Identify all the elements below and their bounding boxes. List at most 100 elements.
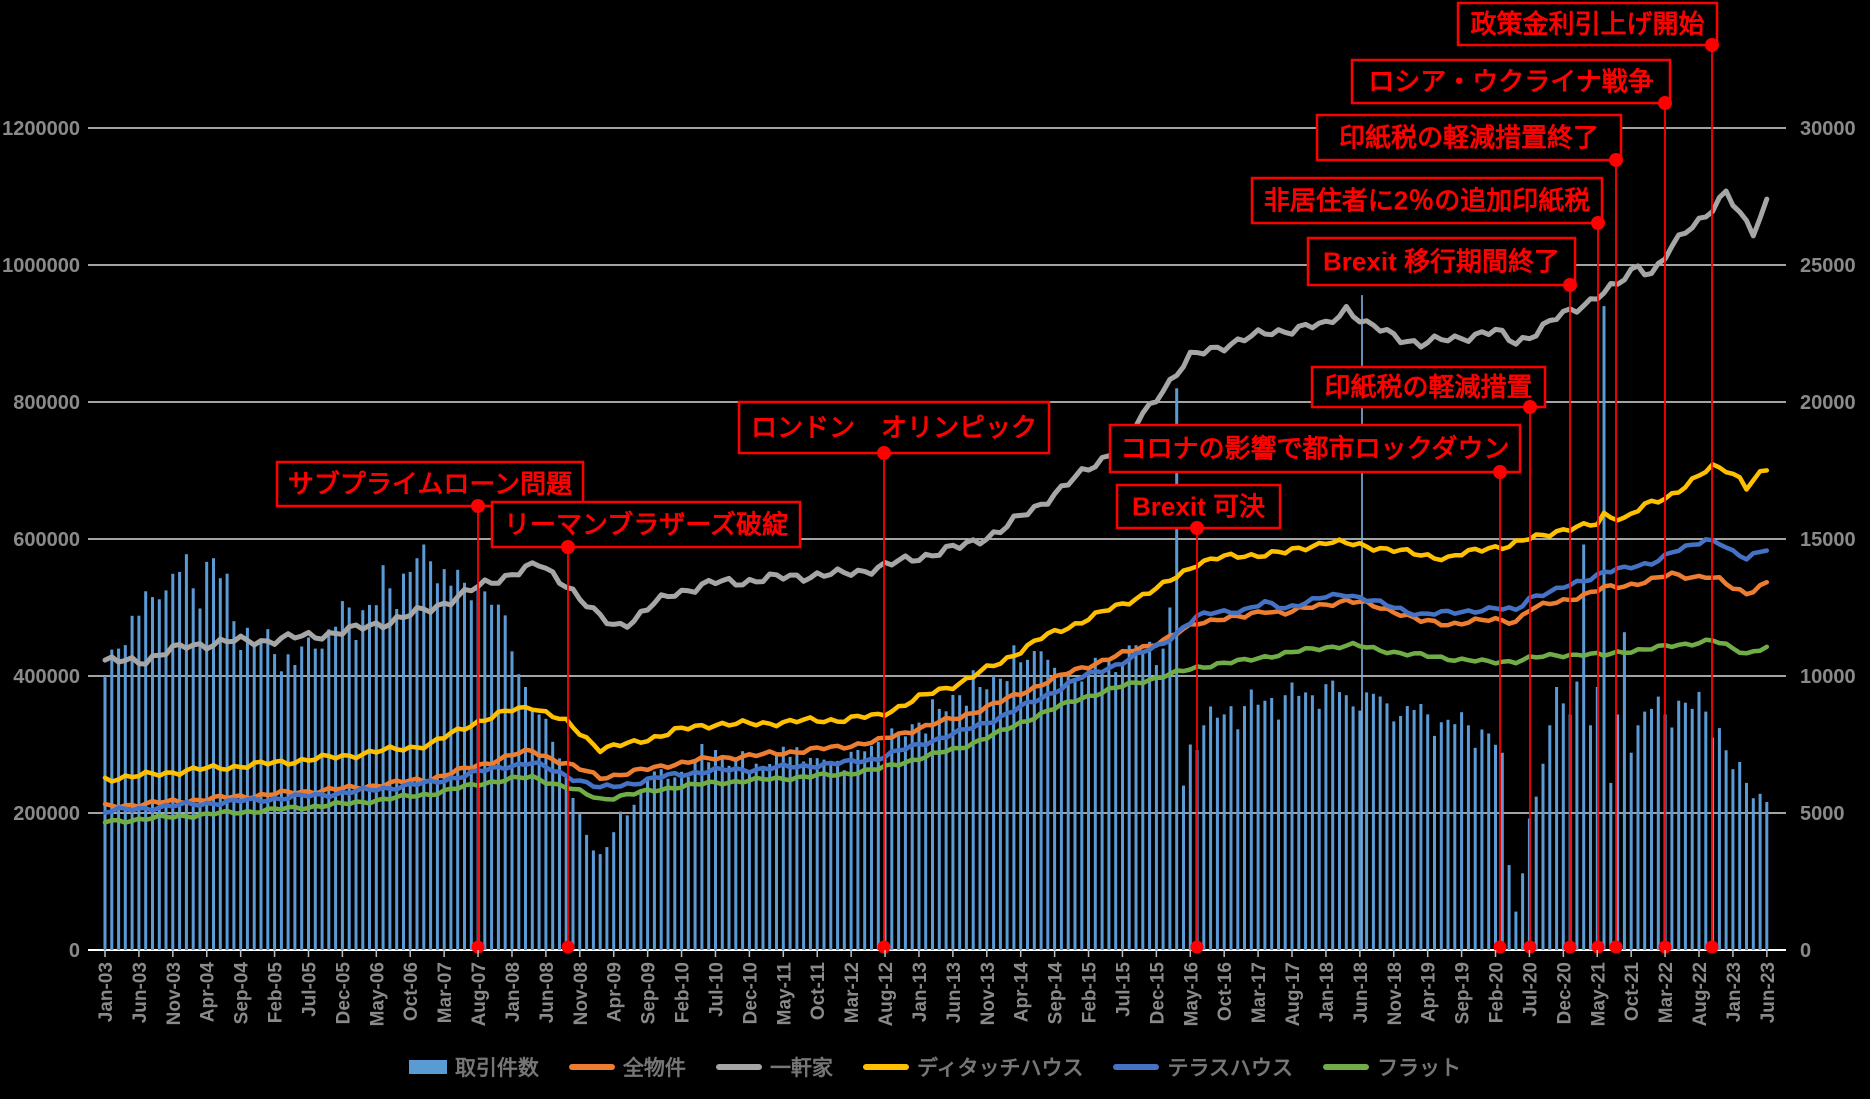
bar bbox=[890, 728, 894, 950]
bar bbox=[978, 687, 982, 950]
bar bbox=[1507, 865, 1511, 950]
x-tick-label: Nov-03 bbox=[164, 962, 185, 1025]
annotation-dot-axis bbox=[1658, 940, 1672, 954]
x-tick-label: Feb-10 bbox=[673, 962, 694, 1023]
y-left-label: 400000 bbox=[13, 666, 80, 688]
annotation-label: 印紙税の軽減措置終了 bbox=[1339, 123, 1599, 153]
bar bbox=[747, 770, 751, 950]
bar bbox=[1019, 662, 1023, 950]
bar bbox=[442, 569, 446, 950]
annotation-dot-axis bbox=[1609, 940, 1623, 954]
x-tick-label: Oct-21 bbox=[1622, 962, 1643, 1022]
bar bbox=[856, 750, 860, 950]
y-right-label: 0 bbox=[1800, 940, 1811, 962]
bar bbox=[1622, 632, 1626, 950]
bar bbox=[1439, 722, 1443, 950]
x-tick-label: Dec-15 bbox=[1147, 962, 1168, 1025]
bar bbox=[1215, 717, 1219, 950]
x-tick-label: Dec-20 bbox=[1554, 962, 1575, 1024]
bar bbox=[178, 571, 182, 950]
bar bbox=[1683, 702, 1687, 950]
annotation-box bbox=[1108, 423, 1522, 474]
bar bbox=[1046, 659, 1050, 950]
legend-item: フラット bbox=[1323, 1052, 1461, 1082]
bar bbox=[1249, 689, 1253, 950]
bar bbox=[1026, 659, 1029, 950]
annotation-dot-axis bbox=[471, 940, 485, 954]
bar bbox=[245, 627, 249, 950]
bar bbox=[768, 764, 772, 950]
bar bbox=[184, 554, 188, 950]
bar bbox=[1351, 706, 1355, 950]
x-tick-label: Aug-12 bbox=[876, 962, 897, 1026]
bar bbox=[1521, 873, 1525, 950]
bar bbox=[870, 745, 873, 950]
bar bbox=[1473, 747, 1477, 950]
bar bbox=[1656, 696, 1660, 950]
bar bbox=[1107, 660, 1111, 950]
bar bbox=[1263, 700, 1267, 950]
legend-label: テラスハウス bbox=[1167, 1057, 1294, 1080]
bar bbox=[1317, 708, 1321, 950]
bar bbox=[632, 804, 636, 950]
x-tick-label: Feb-15 bbox=[1080, 962, 1101, 1024]
bar bbox=[917, 722, 921, 950]
annotation-dot-box bbox=[471, 499, 485, 513]
bar bbox=[496, 604, 500, 950]
bar bbox=[1602, 306, 1606, 951]
bar bbox=[842, 770, 846, 950]
bar bbox=[910, 724, 914, 950]
annotation-label: リーマンブラザーズ破綻 bbox=[504, 510, 789, 540]
bar bbox=[313, 648, 317, 950]
annotation-label: ロンドン オリンピック bbox=[751, 413, 1037, 443]
x-tick-label: Jun-03 bbox=[130, 962, 151, 1023]
bar bbox=[985, 689, 989, 950]
bar bbox=[1690, 708, 1694, 950]
bar bbox=[266, 629, 270, 950]
bar bbox=[123, 645, 127, 950]
bar bbox=[1589, 725, 1592, 950]
bar bbox=[944, 711, 948, 950]
legend-label: 一軒家 bbox=[769, 1057, 833, 1080]
bar bbox=[218, 578, 222, 950]
bar bbox=[1066, 671, 1070, 950]
bar bbox=[110, 649, 114, 950]
bar bbox=[1100, 670, 1104, 950]
bar bbox=[1412, 710, 1416, 950]
x-tick-label: Aug-17 bbox=[1283, 962, 1304, 1026]
bar bbox=[673, 777, 677, 950]
bar bbox=[456, 569, 460, 950]
bar bbox=[1080, 681, 1084, 950]
bar bbox=[1304, 692, 1308, 950]
x-tick-label: Jun-13 bbox=[944, 962, 965, 1023]
bar bbox=[666, 778, 670, 950]
bar bbox=[1629, 752, 1633, 950]
bar bbox=[205, 561, 209, 950]
bar bbox=[937, 708, 941, 950]
bar bbox=[225, 573, 229, 950]
bar bbox=[347, 607, 351, 950]
bar bbox=[1609, 782, 1613, 950]
bar bbox=[998, 678, 1002, 950]
bar bbox=[524, 687, 527, 950]
bar bbox=[1243, 706, 1246, 950]
bar bbox=[1426, 714, 1430, 950]
legend-swatch-line bbox=[715, 1064, 762, 1070]
annotation-dot-box bbox=[561, 540, 575, 554]
annotation-dot-box bbox=[1609, 153, 1623, 167]
bar bbox=[1283, 695, 1287, 950]
annotation-label: コロナの影響で都市ロックダウン bbox=[1121, 434, 1510, 464]
bar bbox=[605, 847, 609, 950]
bar bbox=[619, 811, 622, 950]
bar bbox=[1738, 762, 1742, 950]
bar bbox=[340, 601, 344, 950]
annotation-box bbox=[1115, 483, 1282, 530]
bar bbox=[1466, 725, 1470, 950]
bar bbox=[564, 774, 568, 950]
annotation-dot-box bbox=[877, 446, 891, 460]
bar bbox=[1358, 710, 1362, 950]
annotation-label: サブプライムローン問題 bbox=[288, 469, 573, 499]
bar bbox=[829, 764, 833, 950]
x-tick-label: Jun-23 bbox=[1758, 962, 1779, 1023]
bar bbox=[388, 588, 392, 950]
